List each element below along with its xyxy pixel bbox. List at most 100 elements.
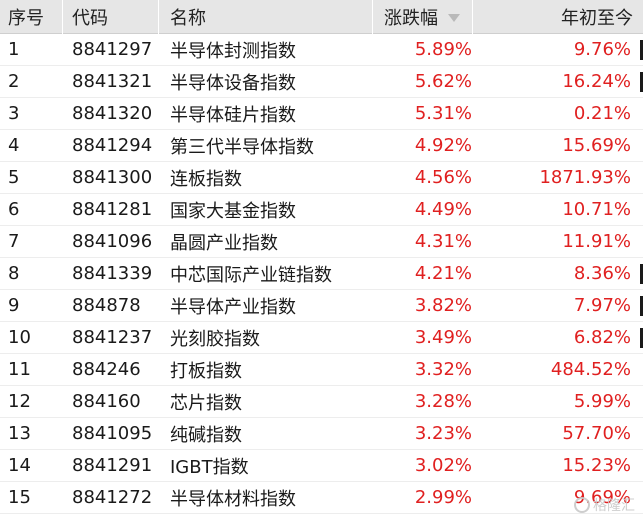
cell-ytd: 16.24%	[562, 71, 631, 92]
cell-seq: 5	[8, 167, 20, 188]
table-row[interactable]: 9 884878 半导体产业指数 3.82% 7.97%	[0, 290, 643, 322]
cell-change: 3.32%	[414, 359, 472, 380]
cell-name: 中芯国际产业链指数	[170, 264, 332, 286]
cell-name: 国家大基金指数	[170, 200, 296, 222]
column-header-change[interactable]: 涨跌幅	[372, 0, 472, 34]
cell-change: 3.23%	[414, 423, 472, 444]
table-row[interactable]: 10 8841237 光刻胶指数 3.49% 6.82%	[0, 322, 643, 354]
table-body: 1 8841297 半导体封测指数 5.89% 9.76% 2 8841321 半导体设备指数…	[0, 34, 643, 514]
table-row[interactable]: 2 8841321 半导体设备指数 5.62% 16.24%	[0, 66, 643, 98]
cell-change: 4.56%	[414, 167, 472, 188]
table-row[interactable]: 1 8841297 半导体封测指数 5.89% 9.76%	[0, 34, 643, 66]
scroll-edge-marker	[640, 328, 643, 348]
cell-seq: 3	[8, 103, 20, 124]
cell-code: 8841281	[72, 199, 153, 220]
table-row[interactable]: 4 8841294 第三代半导体指数 4.92% 15.69%	[0, 130, 643, 162]
cell-change: 3.82%	[414, 295, 472, 316]
cell-code: 8841237	[72, 327, 153, 348]
cell-change: 5.89%	[414, 39, 472, 60]
table-row[interactable]: 3 8841320 半导体硅片指数 5.31% 0.21%	[0, 98, 643, 130]
table-row[interactable]: 15 8841272 半导体材料指数 2.99% 9.69%	[0, 482, 643, 514]
cell-name: 连板指数	[170, 168, 242, 190]
table-row[interactable]: 6 8841281 国家大基金指数 4.49% 10.71%	[0, 194, 643, 226]
column-header-code[interactable]: 代码	[62, 0, 158, 34]
table-row[interactable]: 14 8841291 IGBT指数 3.02% 15.23%	[0, 450, 643, 482]
cell-name: 晶圆产业指数	[170, 232, 278, 254]
column-header-ytd[interactable]: 年初至今	[472, 0, 643, 34]
column-header-name[interactable]: 名称	[158, 0, 372, 34]
cell-name: 光刻胶指数	[170, 328, 260, 350]
cell-ytd: 484.52%	[550, 359, 631, 380]
table-row[interactable]: 8 8841339 中芯国际产业链指数 4.21% 8.36%	[0, 258, 643, 290]
cell-name: 打板指数	[170, 360, 242, 382]
cell-code: 8841320	[72, 103, 153, 124]
cell-seq: 4	[8, 135, 20, 156]
cell-name: 半导体材料指数	[170, 488, 296, 510]
cell-ytd: 8.36%	[573, 263, 631, 284]
cell-ytd: 6.82%	[573, 327, 631, 348]
cell-code: 884160	[72, 391, 141, 412]
table-row[interactable]: 12 884160 芯片指数 3.28% 5.99%	[0, 386, 643, 418]
cell-change: 5.62%	[414, 71, 472, 92]
cell-change: 4.21%	[414, 263, 472, 284]
column-header-seq[interactable]: 序号	[8, 8, 44, 29]
cell-ytd: 57.70%	[562, 423, 631, 444]
cell-change: 3.49%	[414, 327, 472, 348]
cell-ytd: 1871.93%	[539, 167, 631, 188]
cell-seq: 7	[8, 231, 20, 252]
cell-name: 芯片指数	[170, 392, 242, 414]
cell-code: 8841294	[72, 135, 153, 156]
cell-name: 半导体设备指数	[170, 72, 296, 94]
cell-change: 3.28%	[414, 391, 472, 412]
cell-code: 8841291	[72, 455, 153, 476]
cell-ytd: 10.71%	[562, 199, 631, 220]
table-row[interactable]: 11 884246 打板指数 3.32% 484.52%	[0, 354, 643, 386]
cell-seq: 6	[8, 199, 20, 220]
cell-ytd: 15.23%	[562, 455, 631, 476]
cell-seq: 11	[8, 359, 31, 380]
scroll-edge-marker	[640, 296, 643, 316]
cell-ytd: 9.76%	[573, 39, 631, 60]
cell-change: 4.49%	[414, 199, 472, 220]
cell-code: 8841096	[72, 231, 153, 252]
cell-seq: 12	[8, 391, 31, 412]
watermark: 格隆汇	[574, 495, 635, 515]
cell-ytd: 11.91%	[562, 231, 631, 252]
table-row[interactable]: 5 8841300 连板指数 4.56% 1871.93%	[0, 162, 643, 194]
cell-seq: 1	[8, 39, 20, 60]
cell-name: 纯碱指数	[170, 424, 242, 446]
cell-name: IGBT指数	[170, 456, 249, 478]
cell-ytd: 5.99%	[573, 391, 631, 412]
cell-change: 4.31%	[414, 231, 472, 252]
cell-code: 884246	[72, 359, 141, 380]
cell-name: 第三代半导体指数	[170, 136, 314, 158]
cell-seq: 15	[8, 487, 31, 508]
table-row[interactable]: 7 8841096 晶圆产业指数 4.31% 11.91%	[0, 226, 643, 258]
cell-name: 半导体硅片指数	[170, 104, 296, 126]
cell-change: 2.99%	[414, 487, 472, 508]
cell-code: 8841339	[72, 263, 153, 284]
cell-change: 4.92%	[414, 135, 472, 156]
table-row[interactable]: 13 8841095 纯碱指数 3.23% 57.70%	[0, 418, 643, 450]
scroll-edge-marker	[640, 264, 643, 284]
cell-seq: 2	[8, 71, 20, 92]
scroll-edge-marker	[640, 72, 643, 92]
cell-ytd: 7.97%	[573, 295, 631, 316]
cell-code: 8841321	[72, 71, 153, 92]
cell-name: 半导体产业指数	[170, 296, 296, 318]
cell-code: 8841297	[72, 39, 153, 60]
cell-code: 8841300	[72, 167, 153, 188]
cell-seq: 10	[8, 327, 31, 348]
cell-seq: 8	[8, 263, 20, 284]
cell-name: 半导体封测指数	[170, 40, 296, 62]
cell-seq: 9	[8, 295, 20, 316]
cell-seq: 14	[8, 455, 31, 476]
cell-code: 8841095	[72, 423, 153, 444]
scroll-edge-marker	[640, 40, 643, 60]
watermark-logo-icon	[574, 497, 590, 513]
cell-code: 884878	[72, 295, 141, 316]
sort-desc-icon[interactable]	[448, 14, 460, 22]
cell-seq: 13	[8, 423, 31, 444]
cell-change: 3.02%	[414, 455, 472, 476]
